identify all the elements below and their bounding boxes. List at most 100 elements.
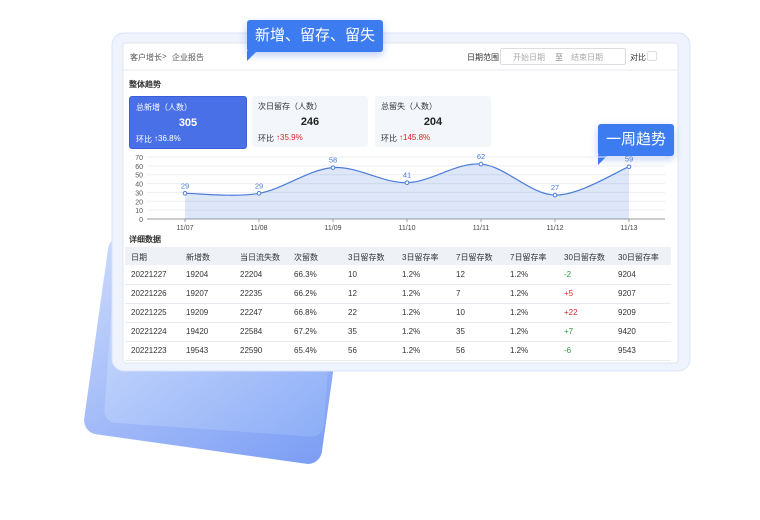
table-cell: 9207: [618, 289, 636, 298]
table-cell: 65.4%: [294, 346, 317, 355]
table-cell: 22590: [240, 346, 263, 355]
table-cell: 9543: [618, 346, 636, 355]
date-range-input[interactable]: [500, 48, 626, 65]
table-cell: 22: [348, 308, 357, 317]
x-tick-label: 11/13: [621, 225, 638, 232]
column-header: 3日留存数: [348, 253, 385, 262]
table-cell: 20221223: [131, 346, 167, 355]
x-tick-label: 11/09: [325, 225, 342, 232]
table-cell: 10: [456, 308, 465, 317]
point: [626, 164, 632, 170]
kpi-change: ↑36.8%: [154, 134, 181, 143]
y-tick-label: 40: [135, 182, 143, 189]
table-cell: 7: [456, 289, 461, 298]
table-cell: 35: [456, 327, 465, 336]
table-cell: 20221226: [131, 289, 167, 298]
table-cell: 66.3%: [294, 270, 317, 279]
column-header: 新增数: [186, 253, 210, 262]
filter-label: 日期范围: [467, 53, 499, 62]
table-cell: 66.2%: [294, 289, 317, 298]
column-header: 30日留存率: [618, 253, 659, 262]
table-cell: 19204: [186, 270, 209, 279]
table-cell: 56: [348, 346, 357, 355]
data-label: 41: [403, 171, 411, 180]
kpi-card[interactable]: 总新增（人数） 305 环比 ↑36.8%: [129, 96, 247, 149]
breadcrumb-item: 企业报告: [172, 53, 204, 62]
table-cell: 1.2%: [402, 308, 421, 317]
x-tick-label: 11/08: [251, 225, 268, 232]
table-cell: 66.8%: [294, 308, 317, 317]
row-divider: [125, 322, 671, 323]
table-cell: 1.2%: [402, 327, 421, 336]
kpi-value: 246: [300, 116, 320, 128]
kpi-ratio-label: 环比: [136, 135, 152, 144]
column-header: 次留数: [294, 253, 318, 262]
table-cell: 9209: [618, 308, 636, 317]
y-tick-label: 30: [135, 190, 143, 197]
y-tick-label: 50: [135, 173, 143, 180]
table-header: [125, 247, 671, 265]
column-header: 7日留存数: [456, 253, 493, 262]
table-cell: -2: [564, 270, 572, 279]
data-label: 27: [551, 183, 559, 192]
point: [478, 161, 484, 167]
point: [404, 180, 410, 185]
data-label: 29: [181, 181, 189, 190]
table-cell: 22247: [240, 308, 263, 317]
column-header: 30日留存数: [564, 253, 605, 262]
breadcrumb-separator: >: [162, 52, 167, 61]
y-tick-label: 20: [135, 199, 143, 206]
table-cell: 12: [456, 270, 465, 279]
section-title: 详细数据: [129, 235, 161, 244]
table-cell: 1.2%: [510, 289, 529, 298]
kpi-label: 次日留存（人数）: [258, 102, 322, 111]
kpi-value: 204: [423, 116, 443, 128]
data-label: 58: [329, 156, 337, 165]
placeholder: 结束日期: [571, 53, 603, 62]
area: [185, 163, 629, 219]
column-header: 当日流失数: [240, 253, 280, 262]
compare-label: 对比: [630, 53, 646, 62]
table-cell: 9420: [618, 327, 636, 336]
table-cell: 1.2%: [510, 308, 529, 317]
table-cell: 22584: [240, 327, 263, 336]
compare-checkbox[interactable]: [647, 51, 657, 61]
kpi-ratio-label: 环比: [381, 134, 397, 143]
callout: 一周趋势: [598, 124, 675, 165]
point: [182, 191, 188, 196]
data-label: 59: [625, 155, 633, 164]
table-cell: 67.2%: [294, 327, 317, 336]
table-cell: 1.2%: [402, 289, 421, 298]
placeholder: 开始日期: [513, 53, 545, 62]
table-cell: 1.2%: [402, 346, 421, 355]
callout: 新增、留存、留失: [247, 20, 384, 61]
section-title: 整体趋势: [129, 80, 161, 89]
table-cell: 20221227: [131, 270, 167, 279]
table-cell: 56: [456, 346, 465, 355]
column-header: 3日留存率: [402, 253, 439, 262]
data-label: 29: [255, 181, 263, 190]
table-cell: 19420: [186, 327, 209, 336]
y-tick-label: 60: [135, 164, 143, 171]
column-header: 7日留存率: [510, 253, 547, 262]
data-label: 62: [477, 152, 485, 161]
breadcrumb-item[interactable]: 客户增长: [130, 53, 162, 62]
table-cell: 19543: [186, 346, 209, 355]
column-header: 日期: [131, 253, 147, 262]
kpi-change: ↑35.9%: [276, 133, 303, 142]
table-cell: 1.2%: [510, 327, 529, 336]
kpi-ratio-label: 环比: [258, 134, 274, 143]
table-cell: -6: [564, 346, 572, 355]
table-cell: 9204: [618, 270, 636, 279]
row-divider: [125, 284, 671, 285]
kpi-card[interactable]: 总留失（人数） 204 环比 ↑145.8%: [375, 96, 491, 147]
table-cell: 22235: [240, 289, 263, 298]
table-cell: 20221224: [131, 327, 167, 336]
y-tick-label: 70: [135, 155, 143, 162]
kpi-card[interactable]: 次日留存（人数） 246 环比 ↑35.9%: [252, 96, 368, 147]
table-cell: 1.2%: [510, 346, 529, 355]
kpi-change: ↑145.8%: [399, 133, 431, 142]
table-cell: 19207: [186, 289, 209, 298]
